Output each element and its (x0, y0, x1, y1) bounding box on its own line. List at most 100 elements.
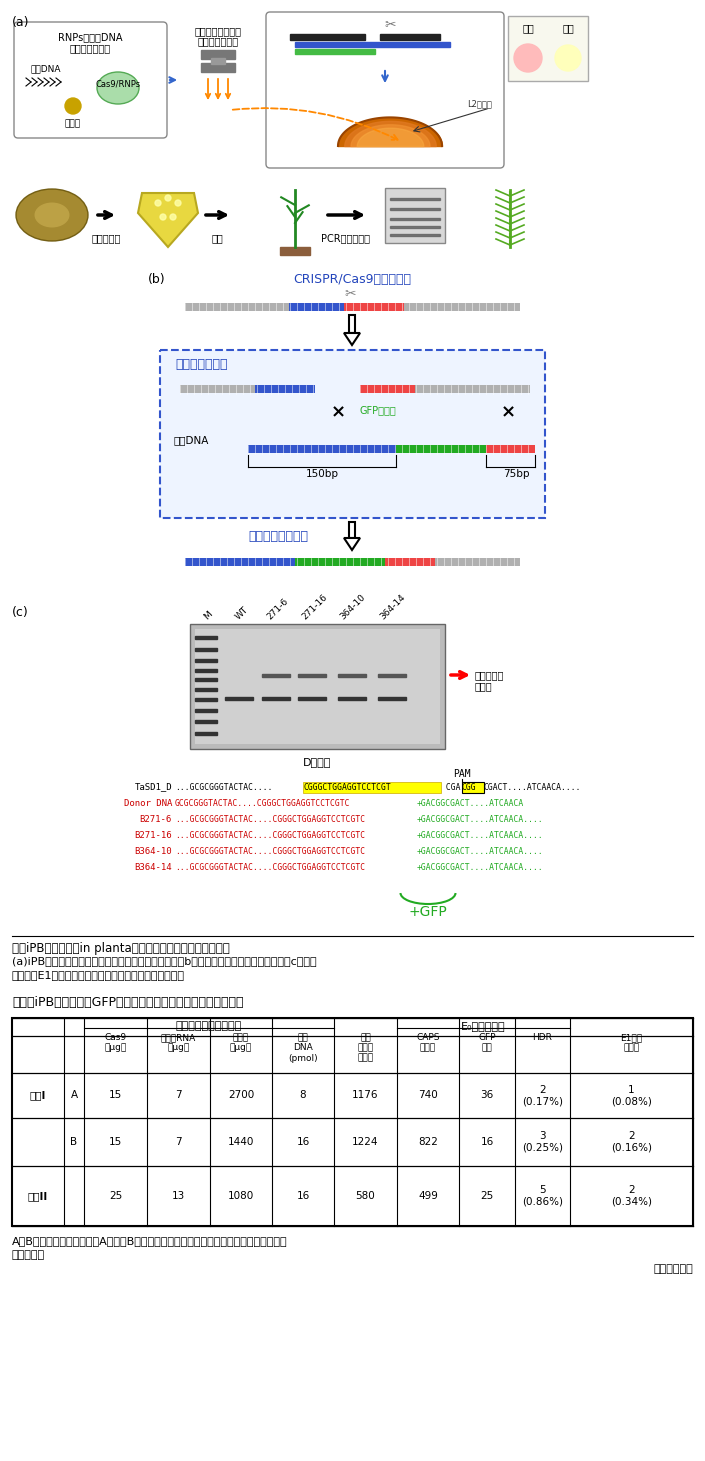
Text: 5
(0.86%): 5 (0.86%) (522, 1185, 563, 1207)
Bar (195, 698, 217, 700)
Bar (211, 58, 225, 64)
Bar (385, 188, 445, 243)
Bar (255, 386, 315, 389)
Text: 実験II: 実験II (28, 1191, 48, 1201)
Text: +GACGGCGACT....ATCAACA....: +GACGGCGACT....ATCAACA.... (417, 862, 544, 872)
Bar (280, 247, 310, 256)
Bar (180, 389, 315, 393)
Bar (390, 207, 440, 210)
Text: CGA: CGA (441, 783, 460, 792)
Text: 鋳型DNA: 鋳型DNA (173, 435, 209, 446)
Text: 15: 15 (109, 1090, 122, 1100)
Circle shape (165, 194, 171, 202)
Bar (190, 624, 445, 749)
FancyBboxPatch shape (266, 12, 504, 168)
Circle shape (155, 200, 161, 206)
Circle shape (170, 213, 176, 221)
Bar (160, 351, 545, 519)
Text: GCGCGGGTACTAC....CGGGCTGGAGGTCCTCGTC: GCGCGGGTACTAC....CGGGCTGGAGGTCCTCGTC (175, 799, 350, 808)
Text: 鋳型
DNA
(pmol): 鋳型 DNA (pmol) (288, 1033, 318, 1062)
Bar (380, 34, 440, 39)
Text: ノックイン: ノックイン (475, 671, 504, 679)
Bar (344, 302, 404, 307)
Text: ✂: ✂ (384, 18, 396, 32)
Bar (195, 669, 217, 672)
Text: GFP遺伝子: GFP遺伝子 (360, 405, 397, 415)
Text: Donor DNA: Donor DNA (123, 799, 172, 808)
Bar (195, 732, 217, 735)
Bar (185, 302, 520, 307)
Text: 1
(0.08%): 1 (0.08%) (611, 1084, 652, 1106)
Text: 822: 822 (418, 1137, 438, 1147)
Bar (255, 389, 315, 393)
Bar (185, 562, 520, 565)
Text: 胚囊: 胚囊 (562, 23, 574, 34)
Text: 花粉: 花粉 (522, 23, 534, 34)
Text: を金粒子に吸着: を金粒子に吸着 (70, 42, 111, 53)
Text: 15: 15 (109, 1137, 122, 1147)
Ellipse shape (16, 188, 88, 241)
Bar (195, 636, 217, 638)
Text: 13: 13 (172, 1191, 185, 1201)
Text: 1224: 1224 (352, 1137, 379, 1147)
Bar (248, 449, 535, 453)
Text: WT: WT (234, 605, 250, 621)
Bar (289, 302, 344, 307)
Bar (12, 1018, 693, 1226)
Text: +GACGGCGACT....ATCAACA....: +GACGGCGACT....ATCAACA.... (417, 846, 544, 856)
Bar (390, 226, 440, 228)
Text: 8: 8 (300, 1090, 306, 1100)
Bar (349, 522, 355, 538)
Text: +GACGGCGACT....ATCAACA: +GACGGCGACT....ATCAACA (417, 799, 525, 808)
Bar (195, 678, 217, 681)
Bar (396, 449, 486, 453)
Text: Cas9/RNPs: Cas9/RNPs (95, 79, 140, 89)
Polygon shape (138, 193, 198, 247)
Text: 740: 740 (418, 1090, 438, 1100)
Bar (248, 446, 535, 449)
Text: 16: 16 (296, 1137, 309, 1147)
Text: 実験I: 実験I (30, 1090, 47, 1100)
Text: 1440: 1440 (228, 1137, 255, 1147)
Text: ...GCGCGGGTACTAC....: ...GCGCGGGTACTAC.... (175, 783, 273, 792)
Text: 相同組換え修復: 相同組換え修復 (175, 358, 228, 371)
Text: B364-14: B364-14 (135, 862, 172, 872)
Bar (180, 386, 315, 389)
Bar (195, 630, 440, 744)
Bar (185, 558, 295, 562)
Circle shape (65, 98, 81, 114)
Bar (390, 199, 440, 200)
Bar (508, 16, 588, 80)
Bar (262, 697, 290, 700)
Text: ...GCGCGGGTACTAC....CGGGCTGGAGGTCCTCGTC: ...GCGCGGGTACTAC....CGGGCTGGAGGTCCTCGTC (175, 862, 365, 872)
Text: L2層細胞: L2層細胞 (467, 99, 492, 108)
Bar (295, 558, 385, 562)
Text: E₀植物個体数: E₀植物個体数 (461, 1021, 505, 1031)
Text: (b): (b) (148, 273, 166, 286)
Text: 16: 16 (480, 1137, 493, 1147)
Text: HDR: HDR (532, 1033, 553, 1042)
Text: 次世代（E1）におけるノックインの検出と配列の確認。: 次世代（E1）におけるノックインの検出と配列の確認。 (12, 970, 185, 980)
Text: 金粒子: 金粒子 (65, 118, 81, 129)
Text: ...GCGCGGGTACTAC....CGGGCTGGAGGTCCTCGTC: ...GCGCGGGTACTAC....CGGGCTGGAGGTCCTCGTC (175, 830, 365, 840)
Bar (248, 446, 396, 449)
Bar (185, 307, 520, 311)
Text: 3
(0.25%): 3 (0.25%) (522, 1131, 563, 1153)
Text: 培養: 培養 (211, 232, 223, 243)
Text: 表１．iPB法を用いたGFP遺伝子のノックイン実験の条件と結果: 表１．iPB法を用いたGFP遺伝子のノックイン実験の条件と結果 (12, 996, 243, 1010)
Text: ...GCGCGGGTACTAC....CGGGCTGGAGGTCCTCGTC: ...GCGCGGGTACTAC....CGGGCTGGAGGTCCTCGTC (175, 846, 365, 856)
Text: 7: 7 (175, 1137, 182, 1147)
Bar (201, 50, 235, 58)
Text: PCRによる解析: PCRによる解析 (321, 232, 371, 243)
Bar (298, 697, 326, 700)
Text: B271-16: B271-16 (135, 830, 172, 840)
Bar (195, 720, 217, 723)
Text: バンド: バンド (475, 681, 493, 691)
Text: 36: 36 (480, 1090, 493, 1100)
Text: 25: 25 (109, 1191, 122, 1201)
Bar (185, 558, 520, 562)
Text: 算される。: 算される。 (12, 1251, 45, 1259)
Bar (385, 558, 435, 562)
Bar (195, 659, 217, 662)
Text: 2
(0.17%): 2 (0.17%) (522, 1084, 563, 1106)
